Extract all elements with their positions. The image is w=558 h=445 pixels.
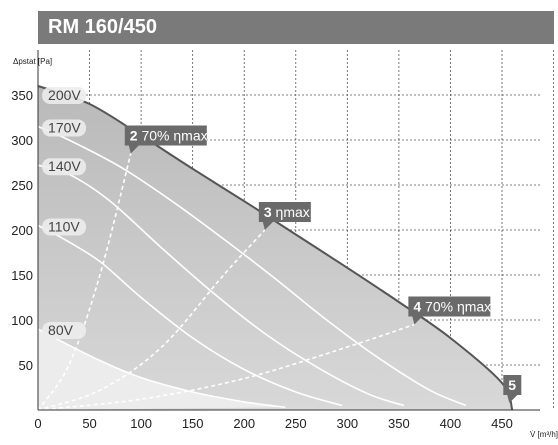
x-tick-label: 100 [130,416,152,431]
y-axis-label: Δpstat [Pa] [13,57,52,66]
y-tick-label: 200 [11,223,33,238]
y-tick-label: 350 [11,88,33,103]
x-tick-label: 250 [285,416,307,431]
curve-170v [37,125,467,407]
y-tick-label: 300 [11,133,33,148]
x-tick-label: 350 [388,416,410,431]
title-bar: RM 160/450 [38,11,554,44]
curve-label-text: 140V [48,158,81,174]
curve-3-max [37,229,266,411]
curve-label-text: 170V [48,120,81,136]
annotation-text: 3 ηmax [264,204,310,220]
curve-labels: 200V 170V 140V 110V 80V [42,87,87,339]
curve-label-bg [42,322,87,339]
x-tick-label: 50 [82,416,96,431]
curve-label-text: 80V [48,322,74,338]
x-axis-label-text: V̇ [m³/h] [530,430,558,439]
curve-label-200v: 200V [42,87,87,104]
annotation-flag [258,202,311,230]
annotation-5: 5 [503,375,522,403]
annotation-text: 2 70% ηmax [130,128,208,144]
curve-label-text: 110V [48,219,80,235]
x-tick-label: 400 [440,416,462,431]
curve-140v [37,164,405,407]
curve-label-bg [42,218,87,236]
curve-label-text: 200V [48,87,81,103]
y-tick-label: 100 [11,313,33,328]
curve-label-bg [42,87,87,104]
annotation-2: 2 70% ηmax [124,125,208,154]
annotations: 2 70% ηmax 3 ηmax 4 70% ηmax 5 [124,125,522,403]
annotation-flag [408,296,491,325]
axes [37,50,540,411]
curve-2-70-max [37,153,132,411]
curves [37,85,514,411]
x-tick-label: 0 [34,416,41,431]
y-tick-label: 50 [19,358,33,373]
annotation-text: 4 70% ηmax [413,299,491,315]
curve-4-70-max [37,323,415,411]
operating-area [38,86,513,410]
ticks: 0 50 100 150 200 250 300 350 400 450 50 100 150 200 25… [11,88,513,431]
y-axis-label-text: Δpstat [Pa] [13,57,52,66]
curve-label-140v: 140V [42,158,87,176]
curve-80v [37,328,286,409]
annotation-4: 4 70% ηmax [408,296,491,325]
annotation-3: 3 ηmax [258,202,311,230]
y-tick-label: 150 [11,268,33,283]
annotation-flag [503,375,522,403]
x-tick-label: 450 [491,416,513,431]
x-axis-label: V̇ [m³/h] [530,430,558,439]
curve-label-110v: 110V [42,218,87,236]
curve-label-bg [42,158,87,176]
curve-110v [37,224,343,407]
annotation-flag [124,125,207,154]
annotation-text: 5 [508,377,516,393]
x-tick-label: 300 [336,416,358,431]
curve-label-170v: 170V [42,119,87,137]
curve-label-bg [42,119,87,137]
x-tick-label: 200 [233,416,255,431]
chart-title: RM 160/450 [48,16,157,38]
y-tick-label: 250 [11,178,33,193]
curve-label-80v: 80V [42,322,87,339]
x-tick-label: 150 [182,416,204,431]
